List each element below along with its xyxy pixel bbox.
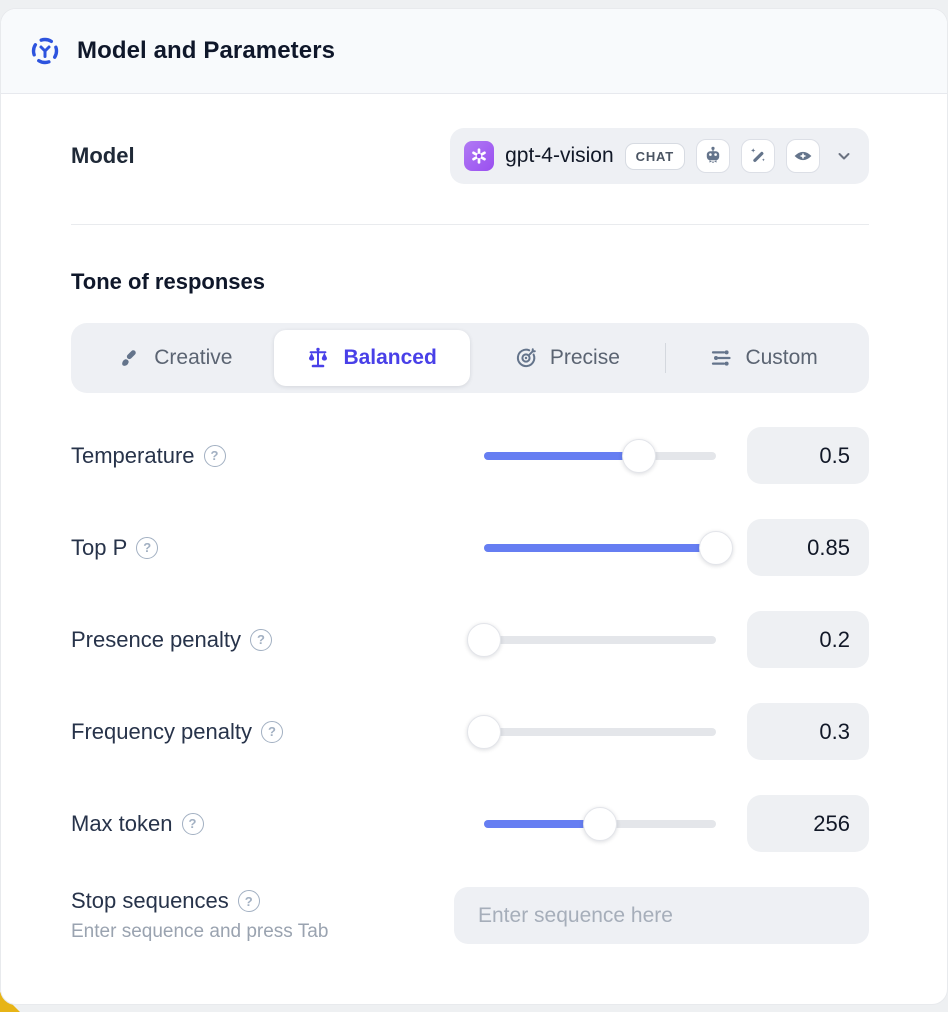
tab-balanced[interactable]: Balanced [273, 330, 470, 386]
max-token-slider[interactable] [484, 806, 716, 841]
param-label: Max token [71, 810, 173, 836]
temperature-value-input[interactable] [747, 427, 869, 484]
stop-sequence-input[interactable] [454, 887, 869, 944]
top-p-value-input[interactable] [747, 519, 869, 576]
sliders-icon [712, 350, 732, 366]
tone-tab-bar: Creative Balanced [71, 323, 869, 393]
tab-label: Precise [549, 346, 620, 369]
slider-thumb[interactable] [699, 530, 733, 565]
presence-penalty-value-input[interactable] [747, 611, 869, 668]
tab-divider [665, 343, 667, 373]
model-type-badge: CHAT [624, 142, 685, 170]
chevron-down-icon [835, 147, 853, 165]
magic-wand-icon [741, 139, 775, 173]
param-row-max-token: Max token ? [71, 795, 869, 852]
help-icon[interactable]: ? [250, 628, 272, 651]
help-icon[interactable]: ? [136, 536, 159, 559]
tab-label: Balanced [343, 346, 437, 369]
selected-model-name: gpt-4-vision [505, 144, 614, 167]
model-settings-icon [31, 37, 59, 65]
slider-thumb[interactable] [583, 806, 617, 841]
balance-scale-icon [309, 347, 328, 368]
param-row-temperature: Temperature ? [71, 427, 869, 484]
param-row-top-p: Top P ? [71, 519, 869, 576]
openai-logo-icon [464, 141, 495, 171]
temperature-slider[interactable] [484, 438, 716, 473]
stop-sequences-hint: Enter sequence and press Tab [71, 921, 329, 942]
param-label: Temperature [71, 442, 195, 468]
max-token-value-input[interactable] [747, 795, 869, 852]
paintbrush-icon [122, 350, 137, 366]
tab-label: Creative [154, 346, 233, 369]
tab-custom[interactable]: Custom [666, 330, 862, 386]
model-label: Model [71, 143, 135, 168]
tone-heading: Tone of responses [71, 269, 265, 294]
param-label: Presence penalty [71, 626, 241, 652]
param-label: Frequency penalty [71, 718, 252, 744]
tab-precise[interactable]: Precise [470, 330, 666, 386]
slider-thumb[interactable] [467, 622, 501, 657]
help-icon[interactable]: ? [203, 444, 226, 467]
frequency-penalty-value-input[interactable] [747, 703, 869, 760]
model-parameters-panel: Model and Parameters Model [0, 8, 948, 1005]
frequency-penalty-slider[interactable] [467, 714, 716, 749]
help-icon[interactable]: ? [261, 720, 283, 743]
slider-thumb[interactable] [622, 438, 657, 473]
stop-sequences-row: Stop sequences ? Enter sequence and pres… [71, 887, 869, 944]
tab-label: Custom [745, 346, 818, 369]
stop-sequences-label: Stop sequences [71, 888, 229, 913]
param-row-presence-penalty: Presence penalty ? [71, 611, 869, 668]
slider-thumb[interactable] [467, 714, 501, 749]
section-divider [71, 224, 869, 225]
parameters-list: Temperature ? Top P ? [71, 427, 869, 852]
top-p-slider[interactable] [484, 530, 733, 565]
param-row-frequency-penalty: Frequency penalty ? [71, 703, 869, 760]
target-icon [516, 348, 536, 368]
vision-eye-icon [786, 139, 820, 173]
panel-title: Model and Parameters [77, 37, 336, 64]
model-select-dropdown[interactable]: gpt-4-vision CHAT [450, 128, 869, 184]
tab-creative[interactable]: Creative [78, 330, 274, 386]
param-label: Top P [71, 534, 128, 560]
help-icon[interactable]: ? [181, 812, 204, 835]
plugin-robot-icon [696, 139, 730, 173]
panel-header: Model and Parameters [1, 9, 947, 94]
help-icon[interactable]: ? [237, 890, 260, 912]
presence-penalty-slider[interactable] [467, 622, 716, 657]
model-row: Model gpt-4-vi [71, 128, 869, 184]
